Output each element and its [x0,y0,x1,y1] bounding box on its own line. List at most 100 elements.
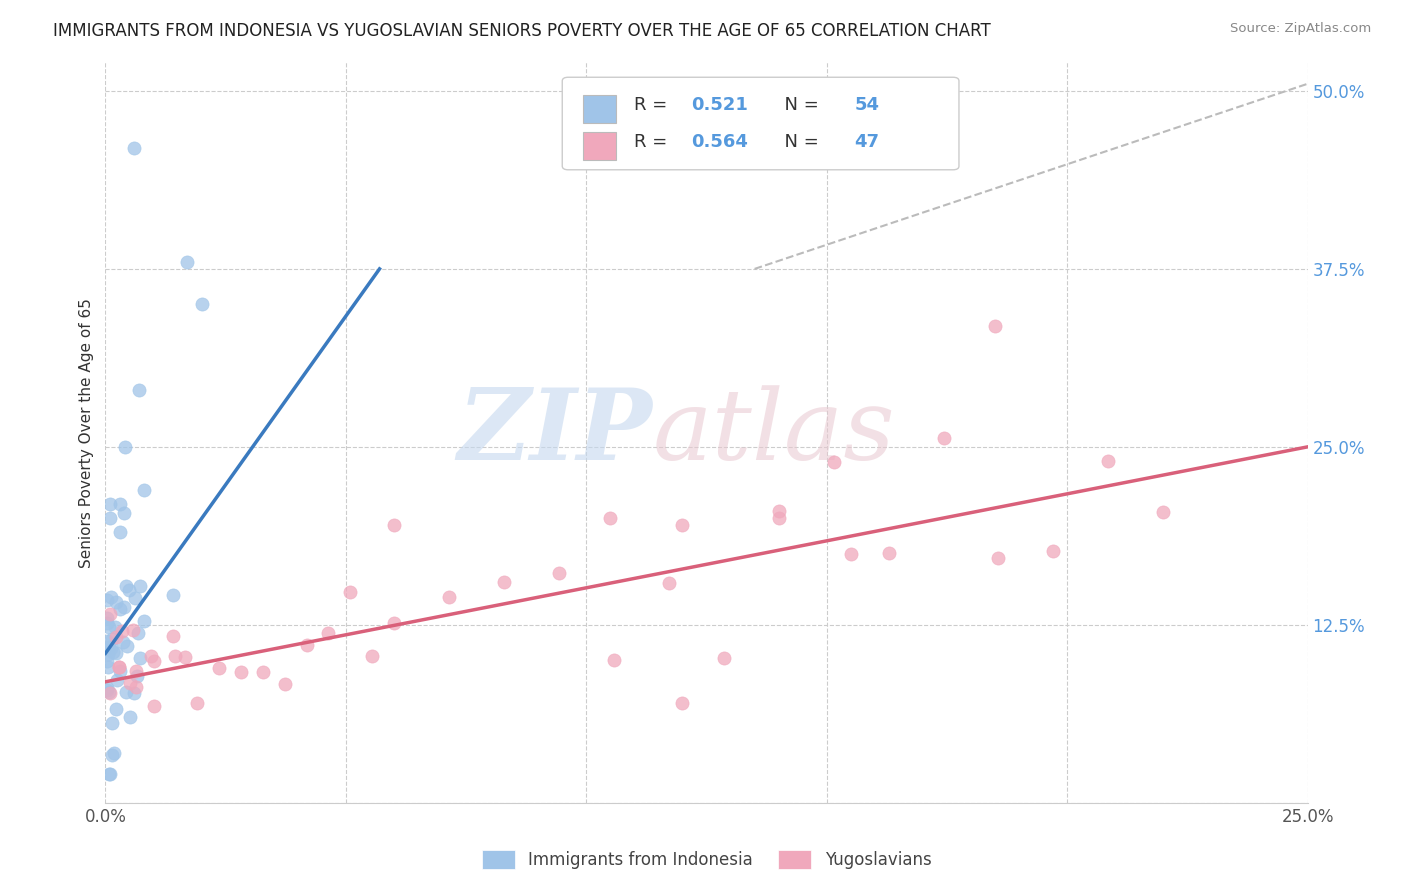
Point [98,511,121,525]
Point [128,383,150,397]
Point [165,649,187,664]
Point [98,640,121,654]
Point [124,141,146,155]
Point [100,590,122,604]
Point [108,601,131,615]
Text: ZIP: ZIP [457,384,652,481]
Point [98,685,121,699]
Point [101,747,124,762]
Point [108,525,131,540]
Point [229,665,252,680]
Point [111,624,134,639]
Point [97,660,120,674]
Point [139,649,162,664]
Point [97,647,120,661]
Point [1042,544,1064,558]
Text: 47: 47 [855,133,879,151]
Point [142,698,165,713]
Point [162,588,184,602]
Point [671,518,693,533]
Point [105,702,128,716]
Point [114,685,136,699]
Point [1097,453,1119,467]
Point [132,483,155,497]
Point [295,638,318,652]
Point [252,665,274,679]
Point [984,318,1007,333]
Point [547,566,569,581]
Point [96,681,118,695]
Text: N =: N = [773,133,824,151]
Point [108,660,131,674]
Text: 0.521: 0.521 [690,95,748,113]
Point [125,681,148,695]
Text: R =: R = [634,133,673,151]
Point [162,629,184,643]
Point [108,664,131,678]
Point [96,593,118,607]
Point [382,517,405,532]
Point [112,506,135,520]
Point [125,669,148,683]
Point [932,431,955,445]
Point [96,682,118,697]
Point [100,641,122,656]
Point [98,620,121,634]
Point [124,591,146,605]
Point [713,651,735,665]
Point [176,254,198,268]
Point [339,584,361,599]
Point [96,654,118,668]
Point [603,653,626,667]
Point [318,625,340,640]
Point [599,511,621,525]
Point [115,640,138,654]
Legend: Immigrants from Indonesia, Yugoslavians: Immigrants from Indonesia, Yugoslavians [475,843,938,876]
Point [768,504,790,518]
Point [125,664,148,678]
Text: R =: R = [634,95,673,113]
FancyBboxPatch shape [582,95,616,123]
Text: N =: N = [773,95,824,113]
Point [174,649,197,664]
Point [132,614,155,628]
Point [768,511,790,525]
Point [877,546,900,560]
Point [98,686,121,700]
Point [128,579,150,593]
Point [839,547,862,561]
Point [273,677,295,691]
Point [105,646,128,660]
Point [127,625,149,640]
Point [186,696,208,710]
Point [118,676,141,690]
Point [98,607,121,622]
Point [103,645,125,659]
Point [101,715,124,730]
Text: 0.564: 0.564 [690,133,748,151]
Text: 54: 54 [855,95,879,113]
Text: IMMIGRANTS FROM INDONESIA VS YUGOSLAVIAN SENIORS POVERTY OVER THE AGE OF 65 CORR: IMMIGRANTS FROM INDONESIA VS YUGOSLAVIAN… [53,22,991,40]
Point [101,632,124,646]
Point [143,654,166,668]
Point [108,660,131,674]
Point [208,661,231,675]
Point [96,615,118,630]
Point [98,767,121,781]
Point [658,575,681,590]
Point [671,696,693,710]
Point [112,600,135,615]
Point [114,440,136,454]
Point [96,611,118,625]
Point [104,595,127,609]
Point [96,634,118,648]
Point [112,634,135,648]
Text: Source: ZipAtlas.com: Source: ZipAtlas.com [1230,22,1371,36]
Point [361,648,384,663]
Point [437,590,460,604]
Point [1152,505,1174,519]
FancyBboxPatch shape [562,78,959,169]
Point [105,673,128,687]
FancyBboxPatch shape [582,132,616,161]
Point [118,710,141,724]
